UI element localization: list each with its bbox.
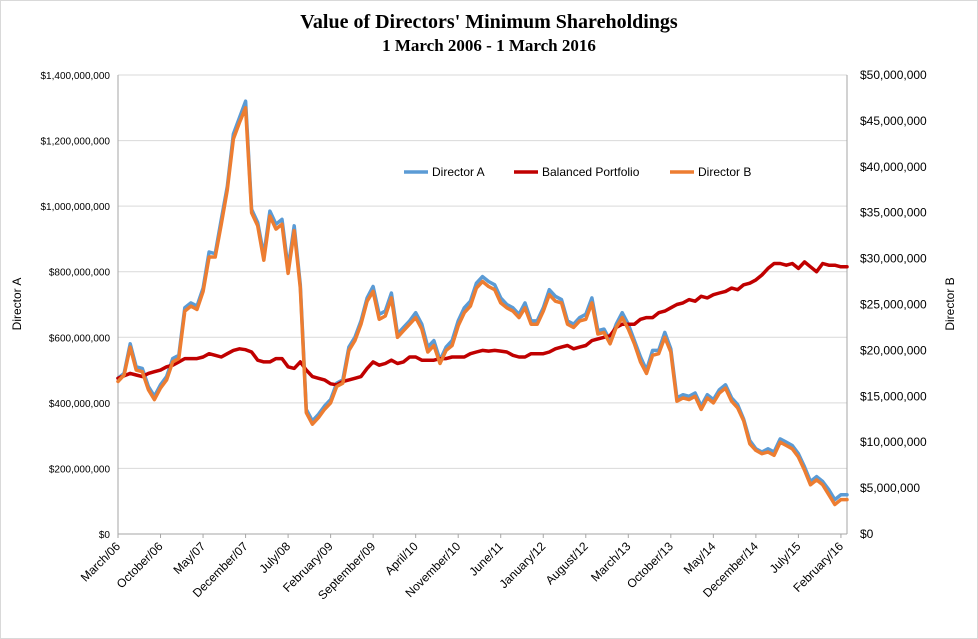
- y-tick-left-label: $200,000,000: [49, 464, 111, 475]
- x-tick-label: August/12: [543, 539, 591, 587]
- axes: [117, 75, 848, 535]
- y-tick-right-label: $15,000,000: [860, 389, 927, 403]
- y-tick-right-label: $40,000,000: [860, 160, 927, 174]
- series-line-director-a: [116, 99, 849, 502]
- right-axis-ticks: $0 $5,000,000 $10,000,000 $15,000,000 $20,00…: [860, 68, 927, 541]
- y-tick-right-label: $10,000,000: [860, 435, 927, 449]
- y-tick-left-label: $600,000,000: [49, 333, 111, 344]
- series-line-balanced-portfolio: [116, 260, 849, 387]
- x-tick-label: July/15: [767, 539, 804, 576]
- x-tick-label: October/06: [114, 539, 166, 591]
- y-tick-right-label: $30,000,000: [860, 252, 927, 266]
- x-tick-label: June/11: [466, 539, 506, 579]
- y-tick-left-label: $1,400,000,000: [40, 71, 110, 82]
- y-tick-left-label: $1,000,000,000: [40, 202, 110, 213]
- chart-subtitle: 1 March 2006 - 1 March 2016: [382, 36, 596, 55]
- x-tick-label: July/08: [256, 539, 293, 576]
- y-tick-right-label: $5,000,000: [860, 481, 920, 495]
- y-tick-right-label: $0: [860, 527, 874, 541]
- series-line-director-b: [116, 106, 849, 507]
- left-axis-ticks: $0 $200,000,000 $400,000,000 $600,000,000 $8…: [40, 71, 110, 541]
- x-tick-label: January/12: [496, 539, 548, 591]
- y-axis-right-label: Director B: [943, 277, 957, 330]
- x-tick-label: May/14: [681, 539, 719, 577]
- y-tick-left-label: $800,000,000: [49, 268, 111, 279]
- y-tick-right-label: $25,000,000: [860, 298, 927, 312]
- legend: Director A Balanced Portfolio Director B: [404, 165, 751, 179]
- chart-title: Value of Directors' Minimum Shareholding…: [300, 11, 678, 33]
- series-lines: [116, 99, 849, 507]
- y-tick-left-label: $400,000,000: [49, 399, 111, 410]
- y-tick-left-label: $0: [99, 530, 111, 541]
- legend-label: Balanced Portfolio: [542, 165, 640, 179]
- y-tick-right-label: $20,000,000: [860, 343, 927, 357]
- x-tick-label: October/13: [624, 539, 676, 591]
- y-tick-right-label: $50,000,000: [860, 68, 927, 82]
- y-tick-right-label: $35,000,000: [860, 206, 927, 220]
- y-axis-left-label: Director A: [10, 278, 24, 331]
- y-tick-right-label: $45,000,000: [860, 114, 927, 128]
- x-tick-label: May/07: [170, 539, 208, 577]
- x-tick-label: April/10: [382, 539, 421, 578]
- legend-label: Director B: [698, 165, 751, 179]
- legend-label: Director A: [432, 165, 485, 179]
- y-tick-left-label: $1,200,000,000: [40, 137, 110, 148]
- gridlines: [118, 74, 847, 535]
